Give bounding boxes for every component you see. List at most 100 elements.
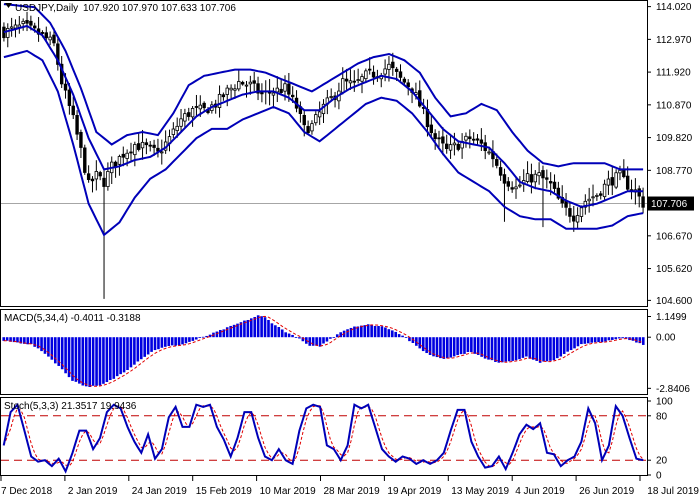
macd-bar	[105, 337, 109, 383]
macd-bar	[425, 337, 428, 354]
candle	[136, 132, 141, 152]
candle	[356, 68, 360, 84]
symbol-label: USDJPY,Daily	[15, 3, 78, 14]
candle-body-bear	[398, 71, 403, 78]
macd-bar	[229, 325, 232, 338]
candle	[233, 84, 237, 99]
macd-bar	[583, 337, 587, 344]
macd-bar	[504, 337, 508, 362]
macd-bar	[249, 318, 253, 338]
candle-body-bear	[90, 178, 95, 182]
candle-body-bear	[33, 25, 37, 29]
macd-bar	[53, 337, 57, 364]
candle	[468, 129, 472, 149]
macd-bar	[29, 337, 33, 345]
candle-body-bear	[67, 89, 72, 106]
macd-bar	[84, 337, 88, 387]
candle	[56, 38, 60, 71]
candle	[79, 129, 83, 158]
candle	[552, 174, 557, 193]
candle	[575, 207, 580, 229]
macd-bar	[366, 324, 370, 338]
macd-bar	[78, 337, 81, 384]
candle-body-bull	[13, 24, 18, 29]
candle-body-bear	[622, 168, 626, 178]
macd-bar	[497, 337, 501, 363]
candle-body-bull	[125, 152, 129, 159]
x-tick-label: 15 Feb 2019	[196, 486, 253, 497]
candle	[533, 170, 537, 190]
candle-body-bull	[448, 144, 453, 151]
macd-bar	[373, 325, 377, 338]
candle-body-bull	[452, 142, 457, 146]
macd-bar	[26, 337, 30, 345]
macd-bar	[287, 333, 291, 338]
candle-body-bull	[575, 215, 580, 223]
macd-bar	[397, 334, 401, 338]
macd-bar	[518, 337, 521, 360]
macd-bar	[308, 337, 312, 346]
macd-bar	[291, 334, 294, 338]
dropdown-triangle-icon[interactable]	[5, 3, 12, 8]
candle-body-bear	[287, 83, 291, 95]
macd-bar	[487, 337, 490, 360]
candle-body-bull	[518, 184, 522, 187]
candle	[479, 128, 484, 151]
macd-bar	[538, 337, 542, 363]
candle	[190, 106, 195, 127]
candle	[248, 75, 253, 95]
macd-bar	[480, 337, 483, 357]
candle	[9, 17, 14, 37]
candle	[525, 161, 530, 184]
macd-bar	[9, 337, 12, 342]
candle-body-bull	[233, 88, 237, 91]
candle	[129, 142, 133, 162]
candle-body-bull	[587, 198, 591, 202]
candle	[448, 133, 453, 159]
candle-body-bear	[610, 177, 614, 186]
stoch-panel: Stoch(5,3,3) 21.3517 19.9436 100 80 20 0	[0, 397, 673, 482]
macd-bar	[445, 337, 449, 359]
candle-body-bear	[86, 173, 91, 180]
macd-bar	[267, 319, 270, 338]
macd-bar	[611, 337, 614, 340]
candle	[86, 165, 91, 183]
candle	[456, 140, 460, 152]
candle-body-bear	[406, 82, 410, 88]
candle-body-bear	[368, 68, 372, 71]
candle	[237, 69, 241, 92]
candle	[83, 144, 87, 175]
macd-bar	[566, 337, 569, 352]
candle-body-bear	[429, 124, 434, 134]
macd-bar	[635, 337, 638, 343]
bollinger-middle-band	[3, 24, 644, 208]
current-price-value: 107.706	[651, 199, 688, 210]
macd-bar	[418, 337, 422, 349]
price-y-tick-label: 105.620	[656, 264, 693, 275]
candle-body-bear	[456, 143, 460, 150]
candle-body-bull	[618, 169, 622, 174]
candle-body-bear	[302, 114, 306, 126]
candle	[171, 122, 176, 139]
candle-body-bear	[548, 181, 553, 184]
candle	[502, 168, 507, 222]
macd-bar	[57, 337, 61, 366]
candle-body-bull	[537, 172, 541, 177]
macd-bar	[470, 337, 473, 353]
candle	[306, 120, 310, 135]
candle-body-bull	[348, 80, 353, 84]
stoch-y-tick-label: 80	[656, 411, 668, 422]
candle-body-bull	[183, 113, 187, 122]
macd-bar	[384, 327, 387, 338]
macd-bar	[47, 337, 50, 357]
stoch-y-tick-label: 20	[656, 456, 668, 467]
macd-bar	[525, 337, 528, 357]
price-panel-frame	[0, 0, 648, 307]
candle	[329, 88, 333, 100]
macd-bar	[191, 337, 195, 341]
candle-body-bull	[175, 125, 179, 131]
candle	[148, 141, 152, 152]
candle-body-bear	[63, 83, 68, 91]
macd-bar	[463, 337, 466, 354]
candle-body-bear	[371, 71, 376, 78]
